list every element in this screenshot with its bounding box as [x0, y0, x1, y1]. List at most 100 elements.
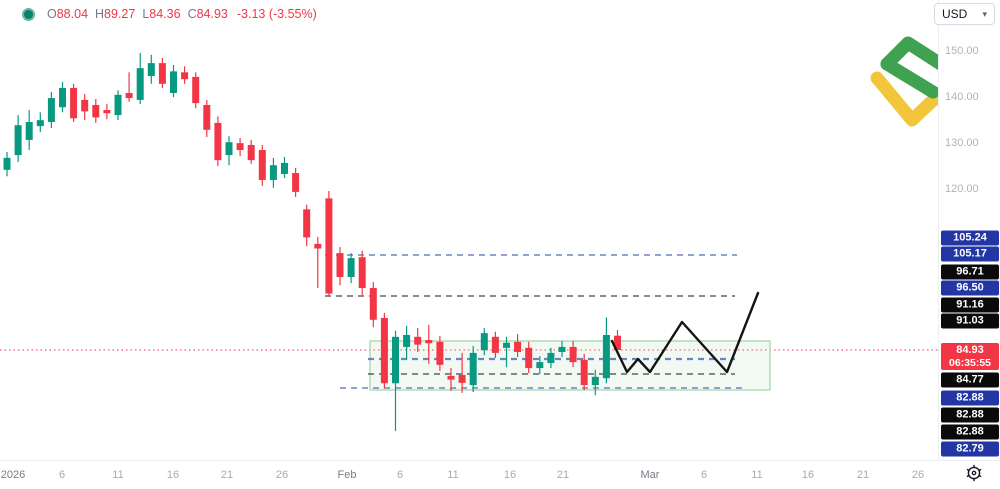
price-level-label-1: 105.17 — [941, 246, 999, 262]
currency-selector[interactable]: USD ▾ — [934, 3, 995, 25]
x-axis-tick-5: 26 — [275, 469, 289, 481]
candle-body-38[interactable] — [425, 340, 433, 344]
candle-body-12[interactable] — [136, 68, 144, 100]
chart-area[interactable]: O88.04 H89.27 L84.36 C84.93 -3.13 (-3.55… — [0, 0, 973, 460]
candle-body-29[interactable] — [325, 198, 333, 294]
candle-body-24[interactable] — [269, 165, 277, 180]
x-axis-tick-2: 11 — [112, 469, 124, 481]
candle-body-22[interactable] — [247, 144, 255, 161]
candle-body-55[interactable] — [614, 335, 621, 350]
candle-body-5[interactable] — [59, 87, 66, 108]
x-axis-tick-8: 11 — [447, 469, 459, 481]
candle-body-40[interactable] — [447, 375, 455, 380]
candle-body-42[interactable] — [469, 352, 477, 386]
candle-body-27[interactable] — [303, 209, 311, 238]
candle-body-36[interactable] — [403, 334, 411, 347]
candle-body-52[interactable] — [580, 359, 588, 386]
candle-body-7[interactable] — [81, 99, 89, 112]
open-value: O88.04 — [47, 7, 89, 21]
candle-body-33[interactable] — [369, 288, 377, 320]
x-axis-tick-3: 16 — [166, 469, 180, 481]
x-axis-tick-11: Mar — [640, 469, 660, 481]
y-axis-tick-0: 150.00 — [945, 45, 979, 57]
candle-body-37[interactable] — [414, 336, 422, 345]
y-axis-tick-3: 120.00 — [945, 183, 979, 195]
change-value: -3.13 (-3.55%) — [236, 7, 317, 21]
axis-settings-gear-icon[interactable] — [964, 463, 984, 483]
candle-body-18[interactable] — [203, 104, 211, 130]
candle-body-31[interactable] — [347, 258, 355, 277]
candle-body-20[interactable] — [225, 142, 233, 156]
price-level-label-8: 82.88 — [941, 407, 999, 423]
candle-body-14[interactable] — [158, 63, 166, 84]
price-level-label-0: 105.24 — [941, 230, 999, 246]
x-axis-tick-14: 16 — [801, 469, 815, 481]
y-axis-tick-1: 140.00 — [945, 91, 979, 103]
candle-body-19[interactable] — [214, 122, 222, 161]
candle-body-43[interactable] — [480, 333, 488, 351]
x-axis-tick-16: 26 — [911, 469, 925, 481]
y-axis-tick-2: 130.00 — [945, 137, 979, 149]
x-axis-tick-6: Feb — [337, 469, 357, 481]
projection-path[interactable] — [610, 291, 760, 374]
candle-body-45[interactable] — [503, 342, 510, 348]
current-price-value: 84.93 — [956, 344, 984, 356]
candle-body-8[interactable] — [92, 104, 100, 118]
candle-body-41[interactable] — [458, 374, 466, 383]
price-axis[interactable]: 150.00 140.00 130.00 120.00 105.24 105.17 96.7… — [938, 0, 1000, 460]
price-level-label-5: 91.03 — [941, 313, 999, 329]
candle-body-4[interactable] — [47, 98, 55, 122]
price-level-label-4: 91.16 — [941, 297, 999, 313]
candle-body-9[interactable] — [103, 110, 111, 114]
candle-body-2[interactable] — [25, 121, 33, 140]
candle-countdown: 06:35:55 — [948, 357, 992, 369]
candle-body-6[interactable] — [70, 87, 78, 119]
candle-body-13[interactable] — [147, 63, 155, 76]
candle-body-21[interactable] — [236, 143, 244, 151]
x-axis-tick-9: 16 — [503, 469, 517, 481]
candle-body-0[interactable] — [3, 157, 11, 170]
candle-body-32[interactable] — [358, 257, 366, 289]
time-axis[interactable]: 2026 6 11 16 21 26 Feb 6 11 16 21 Mar 6 11 16 21 26 — [0, 460, 1000, 489]
x-axis-tick-0: 2026 — [0, 469, 26, 481]
x-axis-tick-4: 21 — [220, 469, 234, 481]
candle-body-1[interactable] — [14, 125, 22, 156]
x-axis-tick-12: 6 — [700, 469, 708, 481]
candle-body-39[interactable] — [436, 341, 444, 365]
price-level-label-10: 82.79 — [941, 441, 999, 457]
price-level-label-7: 82.88 — [941, 390, 999, 406]
candle-body-23[interactable] — [258, 150, 266, 180]
candle-body-10[interactable] — [114, 94, 122, 116]
candle-body-49[interactable] — [547, 352, 555, 364]
candle-body-11[interactable] — [125, 92, 133, 99]
candle-body-25[interactable] — [281, 162, 288, 174]
x-axis-tick-15: 21 — [856, 469, 870, 481]
candle-body-46[interactable] — [514, 341, 522, 352]
candle-body-51[interactable] — [569, 346, 577, 363]
candle-body-35[interactable] — [392, 336, 399, 384]
candle-body-17[interactable] — [192, 76, 200, 104]
current-price-label: 84.93 06:35:55 — [941, 343, 999, 370]
price-level-label-9: 82.88 — [941, 424, 999, 440]
candle-body-34[interactable] — [380, 317, 388, 384]
candle-body-50[interactable] — [558, 346, 566, 352]
candle-body-3[interactable] — [36, 120, 44, 127]
candle-body-28[interactable] — [314, 243, 322, 249]
x-axis-tick-7: 6 — [396, 469, 404, 481]
price-level-label-3: 96.50 — [941, 280, 999, 296]
candle-body-26[interactable] — [292, 173, 300, 192]
x-axis-tick-10: 21 — [556, 469, 570, 481]
low-value: L84.36 — [142, 7, 181, 21]
candle-body-16[interactable] — [181, 72, 189, 80]
candle-body-53[interactable] — [591, 376, 599, 386]
candle-body-48[interactable] — [536, 362, 544, 369]
candle-body-47[interactable] — [525, 347, 533, 369]
candle-body-54[interactable] — [602, 334, 610, 379]
close-value: C84.93 — [187, 7, 228, 21]
instrument-dot-icon — [22, 7, 35, 21]
high-value: H89.27 — [95, 7, 136, 21]
candle-body-15[interactable] — [170, 71, 177, 93]
x-axis-tick-1: 6 — [58, 469, 66, 481]
candle-body-30[interactable] — [336, 253, 344, 277]
candle-body-44[interactable] — [491, 336, 499, 353]
